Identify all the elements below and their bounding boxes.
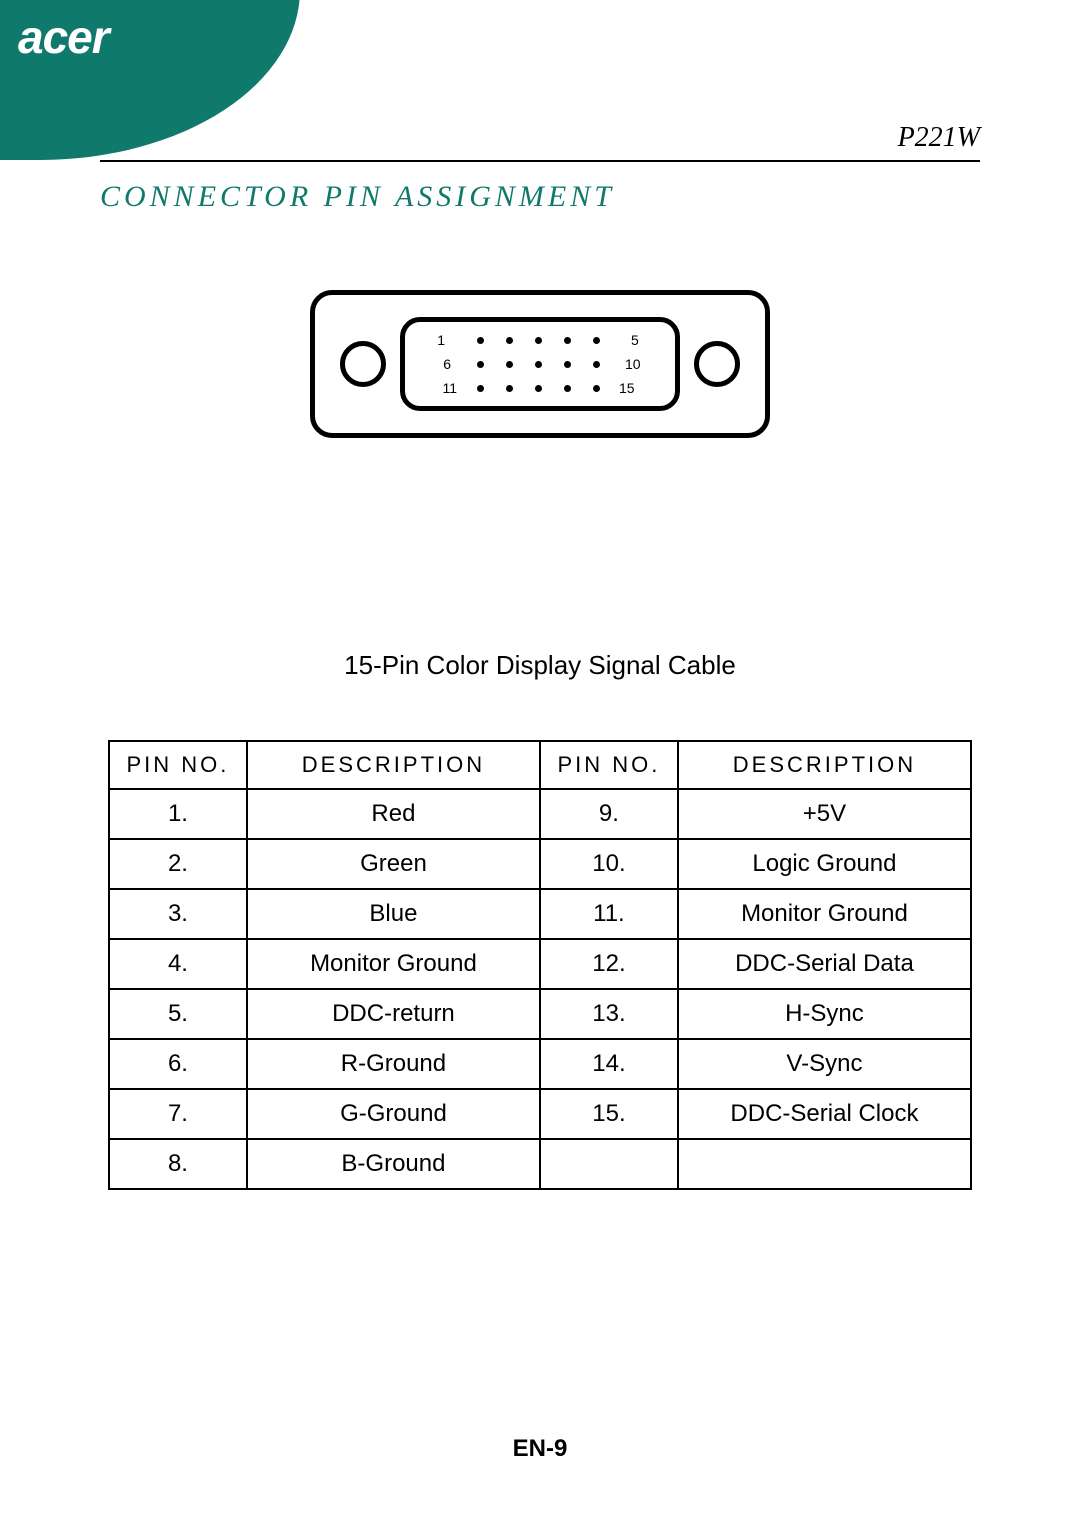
pin-row-1-left-label: 1 [423,332,445,348]
section-title: CONNECTOR PIN ASSIGNMENT [100,180,615,214]
cable-caption: 15-Pin Color Display Signal Cable [0,650,1080,681]
table-cell: DDC-Serial Clock [678,1089,971,1139]
table-header: PIN NO. [540,741,678,789]
table-cell: 2. [109,839,247,889]
table-row: 6. R-Ground 14. V-Sync [109,1039,971,1089]
brand-logo: acer [18,10,109,64]
table-row: 2. Green 10. Logic Ground [109,839,971,889]
model-label: P221W [898,122,980,154]
table-row: 5. DDC-return 13. H-Sync [109,989,971,1039]
pin-row-2-dots [477,361,600,368]
title-rule [100,160,980,162]
table-cell: Monitor Ground [247,939,540,989]
table-cell: Green [247,839,540,889]
table-cell: 14. [540,1039,678,1089]
table-cell: Logic Ground [678,839,971,889]
table-cell [678,1139,971,1189]
connector-outer-shell: 1 5 6 10 11 [310,290,770,438]
table-cell: 10. [540,839,678,889]
table-cell: Monitor Ground [678,889,971,939]
table-cell: 13. [540,989,678,1039]
pin-row-2-left-label: 6 [429,356,451,372]
screw-right-icon [694,341,740,387]
table-cell: DDC-Serial Data [678,939,971,989]
table-cell: 12. [540,939,678,989]
table-body: 1. Red 9. +5V 2. Green 10. Logic Ground … [109,789,971,1189]
table-row: 7. G-Ground 15. DDC-Serial Clock [109,1089,971,1139]
pin-rows: 1 5 6 10 11 [423,332,657,396]
pin-row-2: 6 10 [423,356,657,372]
table-cell: DDC-return [247,989,540,1039]
pin-assignment-table: PIN NO. DESCRIPTION PIN NO. DESCRIPTION … [108,740,972,1190]
table-cell: +5V [678,789,971,839]
table-row: 4. Monitor Ground 12. DDC-Serial Data [109,939,971,989]
table-cell: R-Ground [247,1039,540,1089]
table-cell: 9. [540,789,678,839]
pin-row-3-right-label: 15 [619,380,645,396]
table-cell: H-Sync [678,989,971,1039]
table-cell: 15. [540,1089,678,1139]
table-cell: 6. [109,1039,247,1089]
table-header: DESCRIPTION [247,741,540,789]
table-header-row: PIN NO. DESCRIPTION PIN NO. DESCRIPTION [109,741,971,789]
table-row: 3. Blue 11. Monitor Ground [109,889,971,939]
table-cell: 4. [109,939,247,989]
connector-dshell: 1 5 6 10 11 [400,317,680,411]
pin-row-1: 1 5 [423,332,657,348]
table-cell: 8. [109,1139,247,1189]
connector-diagram: 1 5 6 10 11 [310,290,770,438]
pin-row-3-dots [477,385,600,392]
page-number: EN-9 [0,1435,1080,1463]
table-cell: 7. [109,1089,247,1139]
table-row: 1. Red 9. +5V [109,789,971,839]
table-cell: 1. [109,789,247,839]
table-header: PIN NO. [109,741,247,789]
pin-row-3-left-label: 11 [435,380,457,396]
table-cell [540,1139,678,1189]
table-cell: B-Ground [247,1139,540,1189]
table-cell: 3. [109,889,247,939]
table-cell: Blue [247,889,540,939]
table-cell: 5. [109,989,247,1039]
table-cell: V-Sync [678,1039,971,1089]
screw-left-icon [340,341,386,387]
table-row: 8. B-Ground [109,1139,971,1189]
pin-row-1-dots [477,337,600,344]
table-cell: G-Ground [247,1089,540,1139]
pin-row-3: 11 15 [423,380,657,396]
table-cell: 11. [540,889,678,939]
table-header: DESCRIPTION [678,741,971,789]
table-cell: Red [247,789,540,839]
pin-row-1-right-label: 5 [631,332,657,348]
pin-row-2-right-label: 10 [625,356,651,372]
